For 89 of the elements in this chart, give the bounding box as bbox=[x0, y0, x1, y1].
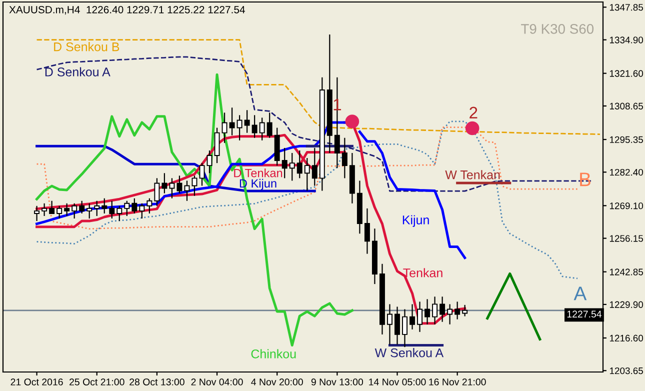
candlestick bbox=[64, 202, 70, 217]
candlestick bbox=[184, 180, 190, 202]
line-series bbox=[36, 39, 601, 136]
candlestick bbox=[42, 202, 48, 217]
x-tick-label: 4 Nov 20:00 bbox=[251, 378, 303, 386]
x-tick-label: 16 Nov 21:00 bbox=[429, 378, 486, 386]
line-series bbox=[36, 56, 594, 192]
chart-title: XAUUSD.m,H4 1226.40 1229.71 1225.22 1227.54 bbox=[9, 6, 245, 15]
candlestick bbox=[342, 137, 348, 179]
candlestick bbox=[154, 178, 160, 206]
series-label: A bbox=[574, 286, 587, 300]
candlestick bbox=[124, 200, 130, 217]
candlestick bbox=[334, 76, 340, 169]
y-tick-label: 1334.90 bbox=[610, 36, 644, 44]
candlestick bbox=[102, 198, 108, 214]
series-label: D Senkou B bbox=[54, 42, 120, 52]
candlestick bbox=[49, 200, 55, 214]
candlestick bbox=[364, 208, 370, 254]
y-tick-label: 1242.85 bbox=[610, 268, 643, 276]
candlestick bbox=[132, 198, 138, 214]
ref-line-label: 1227.54 bbox=[567, 310, 602, 318]
candlestick bbox=[169, 178, 175, 199]
candlestick bbox=[282, 147, 288, 179]
y-tick-label: 1295.35 bbox=[610, 136, 643, 144]
candlestick bbox=[424, 298, 430, 325]
candlestick bbox=[116, 205, 122, 222]
candlestick bbox=[402, 308, 408, 348]
x-tick-label: 28 Oct 13:00 bbox=[130, 378, 184, 386]
candlestick bbox=[296, 150, 302, 179]
y-tick-label: 1282.40 bbox=[610, 168, 644, 176]
candlestick bbox=[289, 152, 295, 182]
y-tick-label: 1216.60 bbox=[610, 334, 644, 342]
annotation: 2 bbox=[470, 106, 478, 118]
line-series bbox=[36, 144, 316, 192]
candlestick bbox=[222, 112, 228, 144]
candlestick bbox=[236, 114, 242, 141]
line-series bbox=[486, 272, 542, 340]
candlestick bbox=[462, 304, 468, 317]
candlestick bbox=[86, 202, 92, 220]
candlestick bbox=[192, 175, 198, 196]
candlestick bbox=[394, 306, 400, 346]
candlestick bbox=[304, 157, 310, 192]
y-tick-label: 1308.65 bbox=[610, 102, 643, 110]
candlestick bbox=[162, 172, 168, 194]
candlestick bbox=[176, 175, 182, 194]
line-series bbox=[36, 120, 578, 280]
series-label: Kijun bbox=[402, 215, 429, 227]
candlestick bbox=[109, 200, 115, 220]
candlestick bbox=[447, 304, 453, 325]
candlestick bbox=[229, 107, 235, 136]
y-tick-label: 1347.85 bbox=[610, 4, 643, 11]
x-tick-label: 21 Oct 2016 bbox=[10, 378, 63, 386]
candlestick bbox=[94, 200, 100, 217]
candlestick bbox=[386, 304, 392, 346]
series-label: Tenkan bbox=[403, 268, 442, 278]
y-tick-label: 1203.65 bbox=[610, 367, 643, 374]
candlestick bbox=[432, 296, 438, 325]
y-tick-label: 1229.90 bbox=[610, 301, 644, 308]
series-label: W Senkou A bbox=[374, 348, 444, 358]
candlestick bbox=[214, 127, 220, 164]
candlestick bbox=[56, 205, 62, 220]
series-label: D Senkou A bbox=[45, 67, 110, 76]
series-label: W Tenkan bbox=[445, 170, 500, 180]
series-label: D Tenkan bbox=[234, 168, 282, 178]
x-tick-label: 25 Oct 21:00 bbox=[70, 378, 124, 386]
series-label: Chinkou bbox=[251, 349, 296, 358]
candlestick bbox=[259, 117, 265, 141]
candlestick bbox=[206, 150, 212, 174]
candlestick bbox=[266, 112, 272, 138]
candlestick bbox=[79, 200, 85, 214]
y-tick-label: 1321.60 bbox=[610, 70, 644, 77]
candlestick bbox=[72, 202, 78, 220]
y-tick-label: 1269.10 bbox=[610, 202, 644, 210]
x-tick-label: 2 Nov 04:00 bbox=[191, 378, 243, 386]
x-tick-label: 14 Nov 05:00 bbox=[369, 378, 426, 386]
candlestick bbox=[252, 114, 258, 138]
candlestick bbox=[440, 296, 446, 322]
candlestick bbox=[244, 110, 250, 134]
candlestick bbox=[454, 301, 460, 320]
candlestick bbox=[34, 205, 40, 222]
candlestick bbox=[417, 301, 423, 332]
x-tick-label: 9 Nov 13:00 bbox=[311, 378, 364, 386]
candlestick bbox=[312, 147, 318, 186]
candlestick bbox=[146, 198, 152, 214]
candlestick bbox=[139, 202, 145, 220]
candlestick bbox=[410, 304, 415, 330]
candlestick bbox=[199, 162, 205, 186]
y-tick-label: 1256.15 bbox=[610, 235, 643, 242]
annotation: T9 K30 S60 bbox=[521, 24, 594, 34]
